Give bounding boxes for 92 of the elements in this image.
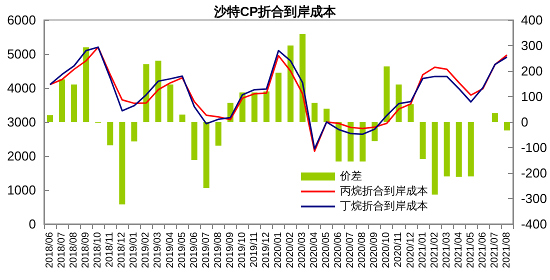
- x-tick-label: 2021/04: [453, 232, 464, 268]
- bar: [215, 122, 222, 146]
- x-tick-label: 2021/06: [477, 232, 488, 268]
- legend-label: 丁烷折合到岸成本: [340, 200, 428, 212]
- x-tick-label: 2019/01: [128, 232, 140, 268]
- bar: [504, 122, 510, 130]
- legend-label: 价差: [339, 170, 362, 182]
- bar: [432, 122, 438, 195]
- bar: [47, 115, 54, 122]
- x-tick-label: 2021/02: [429, 232, 440, 268]
- bar: [191, 122, 198, 160]
- x-tick-label: 2020/10: [381, 232, 392, 268]
- bar: [143, 64, 150, 122]
- x-tick-label: 2021/08: [501, 232, 512, 268]
- y-tick-label: 3000: [7, 114, 36, 130]
- x-tick-label: 2018/08: [68, 232, 80, 268]
- x-tick-label: 2020/12: [405, 232, 416, 268]
- y2-tick-label: 400: [520, 12, 543, 28]
- x-tick-label: 2019/03: [152, 232, 164, 268]
- bar: [107, 122, 114, 146]
- y2-tick-label: -300: [520, 191, 548, 206]
- x-tick-label: 2019/02: [140, 232, 152, 268]
- x-tick-label: 2019/06: [188, 232, 200, 268]
- x-tick-label: 2020/03: [297, 232, 308, 268]
- bar: [179, 114, 186, 122]
- bar: [203, 122, 210, 188]
- x-tick-label: 2020/04: [309, 232, 320, 268]
- bar: [312, 102, 318, 122]
- x-tick-label: 2019/10: [236, 232, 248, 268]
- bar: [251, 92, 258, 122]
- bar: [263, 91, 270, 122]
- x-tick-label: 2018/06: [44, 232, 56, 268]
- x-tick-label: 2019/12: [260, 232, 272, 268]
- bar: [348, 122, 354, 162]
- x-tick-label: 2020/09: [369, 232, 380, 268]
- x-tick-label: 2021/07: [489, 232, 500, 268]
- x-tick-label: 2019/09: [224, 232, 236, 268]
- bar: [59, 79, 66, 122]
- bar: [336, 122, 342, 162]
- bar: [396, 84, 402, 122]
- bar: [119, 122, 126, 204]
- x-tick-label: 2018/11: [104, 232, 116, 268]
- x-tick-label: 2020/08: [357, 232, 368, 268]
- bar: [83, 47, 90, 122]
- y2-tick-label: -400: [520, 216, 548, 232]
- x-tick-label: 2021/05: [465, 232, 476, 268]
- bar: [492, 113, 498, 122]
- y2-tick-label: 100: [520, 89, 543, 104]
- x-tick-label: 2019/07: [200, 232, 212, 268]
- bar: [444, 122, 450, 176]
- y-tick-label: 1000: [7, 182, 36, 198]
- x-tick-label: 2021/01: [417, 232, 428, 268]
- chart-title: 沙特CP折合到岸成本: [212, 4, 338, 19]
- bar: [468, 122, 474, 176]
- bar: [384, 66, 390, 122]
- x-tick-label: 2018/10: [92, 232, 104, 268]
- y-tick-label: 2000: [7, 148, 36, 164]
- bar: [324, 108, 330, 122]
- bar: [275, 72, 282, 122]
- x-tick-label: 2018/07: [56, 232, 68, 268]
- x-tick-label: 2019/11: [248, 232, 260, 268]
- x-tick-label: 2020/05: [321, 232, 332, 268]
- x-tick-label: 2021/03: [441, 232, 452, 268]
- x-tick-label: 2019/05: [176, 232, 188, 268]
- x-tick-label: 2019/04: [164, 232, 176, 268]
- y-tick-label: 6000: [7, 12, 36, 28]
- x-tick-label: 2020/06: [333, 232, 344, 268]
- y2-tick-label: -100: [520, 140, 548, 155]
- bar: [420, 122, 426, 159]
- bar: [456, 122, 462, 177]
- x-tick-label: 2020/11: [393, 232, 404, 268]
- y-tick-label: 5000: [7, 46, 36, 62]
- x-tick-label: 2019/08: [212, 232, 224, 268]
- bar: [288, 46, 294, 122]
- bar: [360, 122, 366, 162]
- bar: [71, 84, 78, 122]
- bar: [167, 84, 174, 122]
- y-tick-label: 4000: [7, 80, 36, 96]
- x-tick-label: 2020/02: [285, 232, 296, 268]
- bar: [155, 60, 162, 122]
- legend-label: 丙烷折合到岸成本: [340, 184, 428, 198]
- x-tick-label: 2020/07: [345, 232, 356, 268]
- x-tick-label: 2020/01: [272, 232, 284, 268]
- bar: [408, 104, 414, 122]
- y2-tick-label: -200: [520, 166, 548, 180]
- x-tick-label: 2018/09: [80, 232, 92, 268]
- y2-tick-label: 200: [520, 64, 543, 78]
- y-tick-label: 0: [28, 216, 36, 232]
- y2-tick-label: 0: [520, 114, 528, 130]
- x-tick-label: 2018/12: [116, 232, 128, 268]
- y2-tick-label: 300: [520, 38, 543, 53]
- bar: [131, 122, 138, 142]
